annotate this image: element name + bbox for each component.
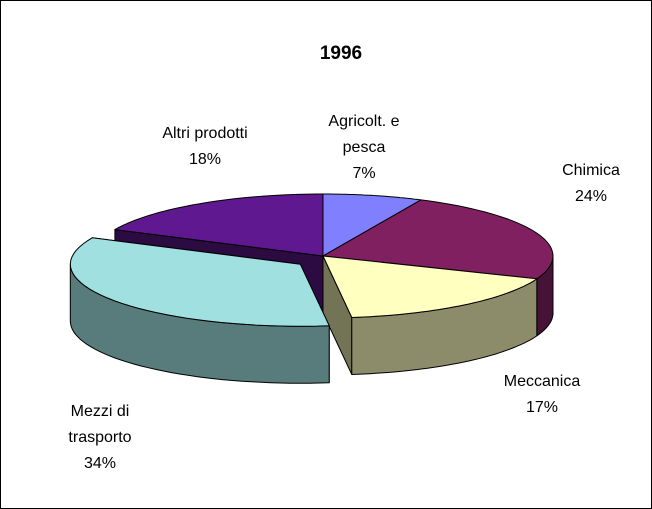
percent-label: 24%: [574, 188, 608, 205]
slice-label: Chimica 24%: [541, 158, 641, 210]
slice-label: Mezzi di trasporto 34%: [55, 399, 145, 477]
percent-label: 34%: [83, 455, 117, 472]
category-name: Chimica: [562, 162, 620, 179]
slice: [69, 237, 330, 327]
slice-label: Agricolt. e pesca 7%: [314, 109, 414, 187]
slice: [322, 255, 538, 318]
percent-label: 17%: [525, 399, 559, 416]
percent-label: 7%: [352, 165, 376, 182]
slice: [322, 199, 554, 280]
slice: [114, 193, 324, 257]
chart-title: 1996: [319, 43, 363, 64]
percent-label: 18%: [188, 151, 222, 168]
slice: [322, 193, 422, 257]
slice-label: Meccanica 17%: [482, 369, 602, 421]
category-name: Agricolt. e pesca: [328, 113, 400, 156]
category-name: Mezzi di trasporto: [68, 403, 132, 446]
slice-label: Altri prodotti 18%: [135, 121, 275, 173]
category-name: Meccanica: [503, 373, 581, 390]
category-name: Altri prodotti: [162, 125, 248, 142]
